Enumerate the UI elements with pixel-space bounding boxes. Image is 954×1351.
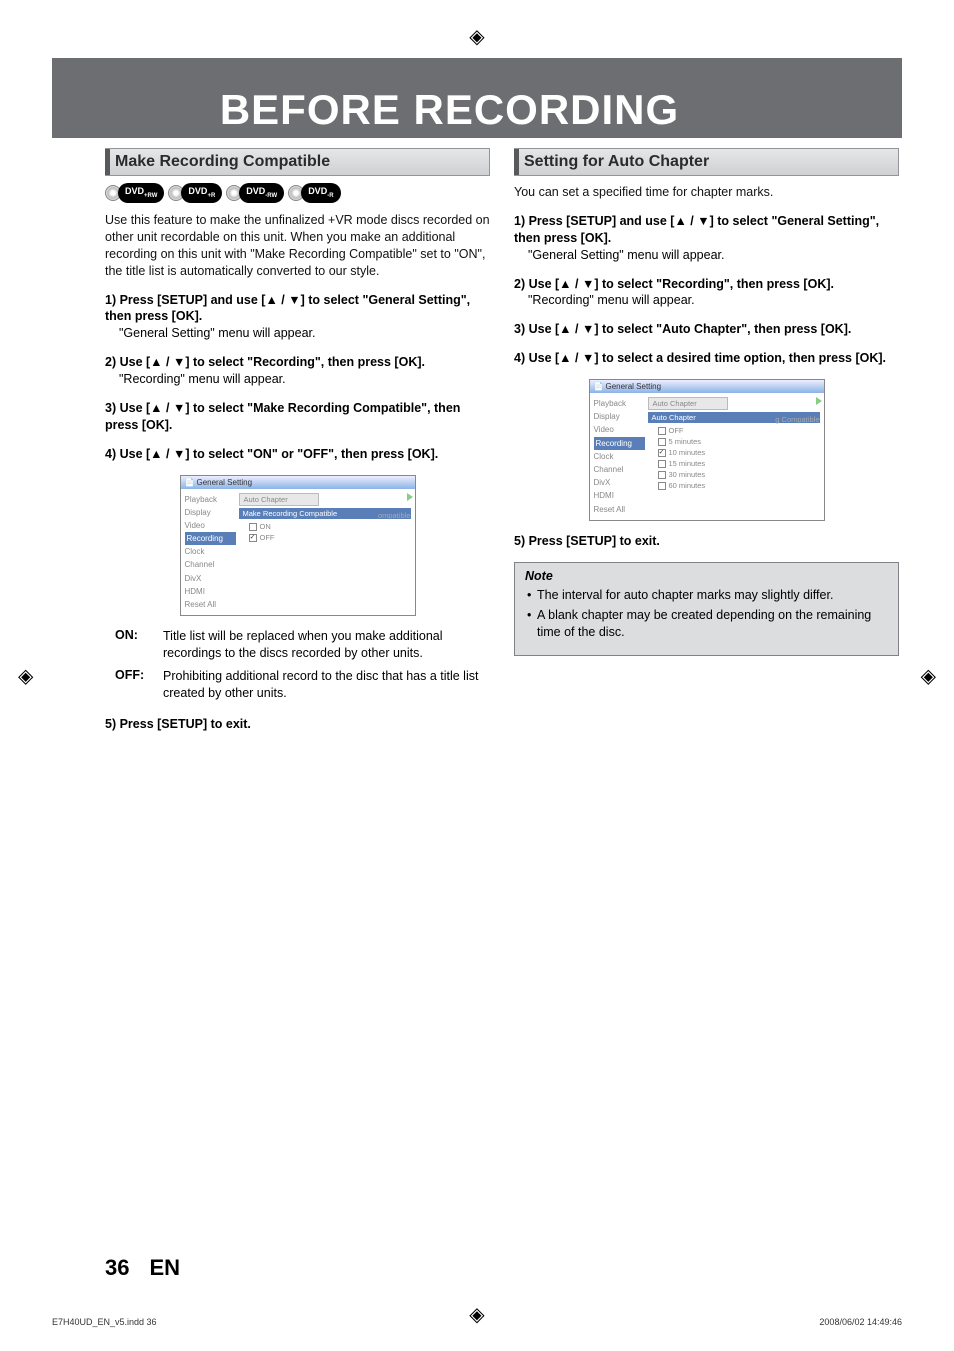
note-item: A blank chapter may be created depending… (525, 607, 888, 641)
menu-sidebar: Playback Display Video Recording Clock C… (590, 393, 644, 520)
def-desc-on: Title list will be replaced when you mak… (163, 628, 490, 662)
step-5-left: 5) Press [SETUP] to exit. (105, 716, 490, 733)
menu-main: Auto Chapter Auto Chapter g Compatible O… (644, 393, 824, 520)
disc-badge: DVD+R (168, 184, 222, 202)
left-column: Make Recording Compatible DVD+RW DVD+R D… (105, 148, 490, 745)
step-1-right: 1) Press [SETUP] and use [▲ / ▼] to sele… (514, 213, 899, 264)
section-title-left: Make Recording Compatible (105, 148, 490, 176)
right-column: Setting for Auto Chapter You can set a s… (514, 148, 899, 745)
menu-sidebar: Playback Display Video Recording Clock C… (181, 489, 235, 616)
menu-titlebar: 📄 General Setting (590, 380, 824, 393)
step-4-left: 4) Use [▲ / ▼] to select "ON" or "OFF", … (105, 446, 490, 463)
def-desc-off: Prohibiting additional record to the dis… (163, 668, 490, 702)
def-term-off: OFF: (115, 668, 163, 702)
content-columns: Make Recording Compatible DVD+RW DVD+R D… (105, 148, 899, 745)
footer-right: 2008/06/02 14:49:46 (819, 1317, 902, 1327)
step-2-right: 2) Use [▲ / ▼] to select "Recording", th… (514, 276, 899, 310)
menu-screenshot-right: 📄 General Setting Playback Display Video… (589, 379, 825, 521)
disc-badge: DVD-R (288, 184, 340, 202)
step-3-right: 3) Use [▲ / ▼] to select "Auto Chapter",… (514, 321, 899, 338)
disc-badge: DVD+RW (105, 184, 164, 202)
intro-right: You can set a specified time for chapter… (514, 184, 899, 201)
crop-mark-right: ◈ (921, 663, 936, 688)
menu-arrow-icon (816, 397, 822, 405)
footer-left: E7H40UD_EN_v5.indd 36 (52, 1317, 157, 1327)
page-number: 36EN (105, 1255, 180, 1281)
note-item: The interval for auto chapter marks may … (525, 587, 888, 604)
step-4-right: 4) Use [▲ / ▼] to select a desired time … (514, 350, 899, 367)
menu-screenshot-left: 📄 General Setting Playback Display Video… (180, 475, 416, 617)
disc-badge: DVD-RW (226, 184, 284, 202)
section-title-right: Setting for Auto Chapter (514, 148, 899, 176)
page-title: BEFORE RECORDING (0, 86, 899, 134)
definition-list: ON: Title list will be replaced when you… (105, 628, 490, 702)
menu-arrow-icon (407, 493, 413, 501)
note-box: Note The interval for auto chapter marks… (514, 562, 899, 657)
disc-badges: DVD+RW DVD+R DVD-RW DVD-R (105, 184, 490, 202)
def-term-on: ON: (115, 628, 163, 662)
step-2-left: 2) Use [▲ / ▼] to select "Recording", th… (105, 354, 490, 388)
crop-mark-left: ◈ (18, 663, 33, 688)
crop-mark-bottom: ◈ (469, 1302, 484, 1327)
note-title: Note (525, 569, 888, 583)
crop-mark-top: ◈ (469, 24, 484, 49)
menu-main: Auto Chapter Make Recording Compatible o… (235, 489, 415, 616)
step-5-right: 5) Press [SETUP] to exit. (514, 533, 899, 550)
step-1-left: 1) Press [SETUP] and use [▲ / ▼] to sele… (105, 292, 490, 343)
menu-titlebar: 📄 General Setting (181, 476, 415, 489)
step-3-left: 3) Use [▲ / ▼] to select "Make Recording… (105, 400, 490, 434)
intro-left: Use this feature to make the unfinalized… (105, 212, 490, 280)
